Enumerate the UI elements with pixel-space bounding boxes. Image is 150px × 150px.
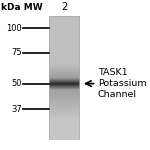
Text: TASK1
Potassium
Channel: TASK1 Potassium Channel: [98, 68, 147, 99]
Text: 50: 50: [12, 79, 22, 88]
Text: 2: 2: [61, 2, 67, 12]
Text: 100: 100: [6, 24, 22, 33]
Text: kDa MW: kDa MW: [1, 3, 43, 12]
Text: 75: 75: [11, 48, 22, 57]
Bar: [49, 16, 79, 139]
Text: 37: 37: [11, 105, 22, 114]
